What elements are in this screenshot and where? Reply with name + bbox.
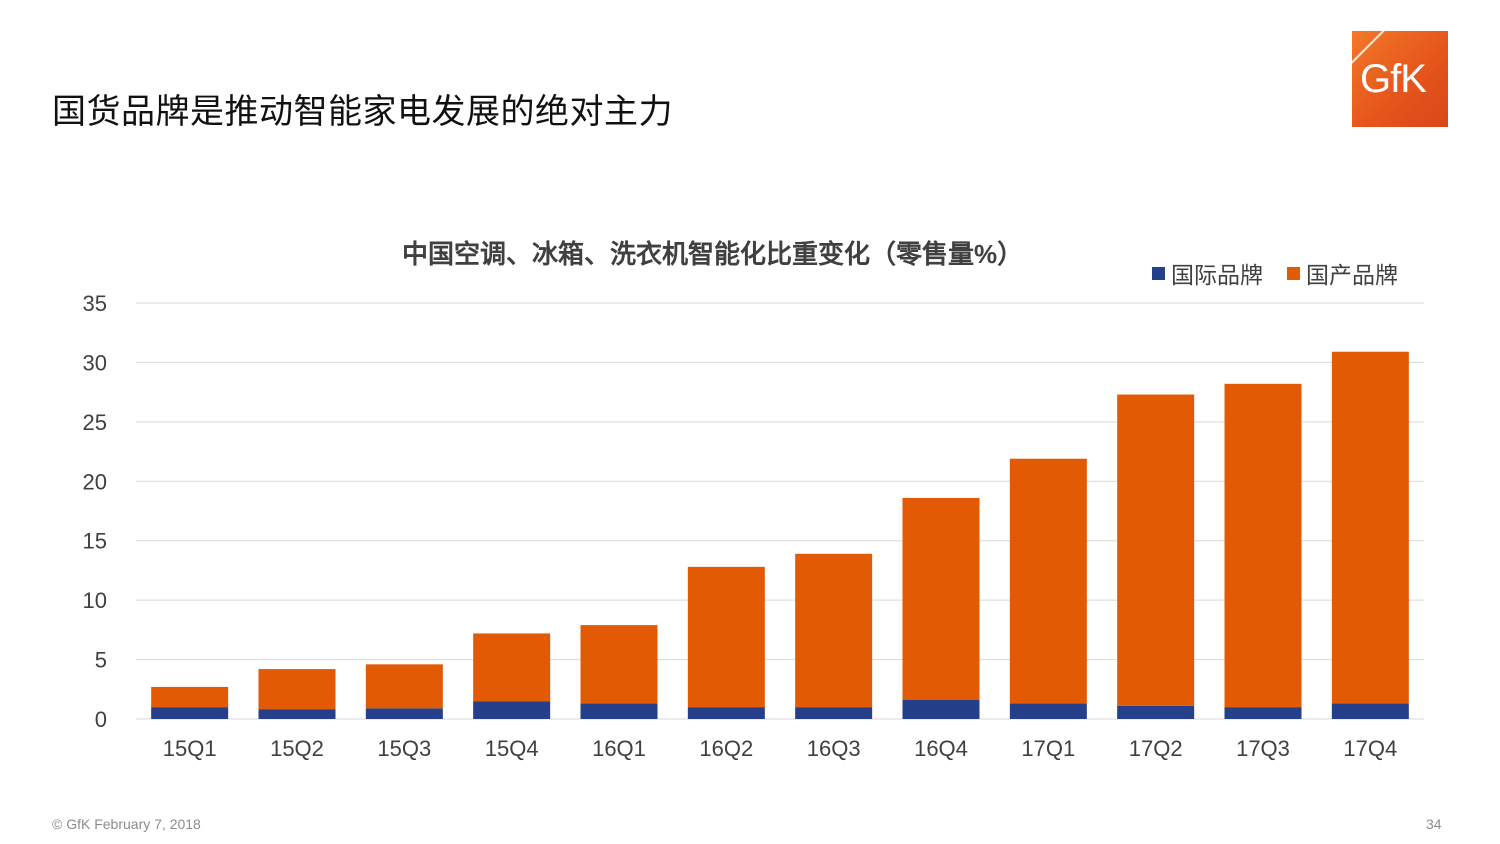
y-tick-label: 5 [95,648,107,673]
x-tick-label: 16Q4 [914,736,968,761]
bar-international [1009,703,1087,719]
bar-domestic [902,497,980,700]
y-tick-label: 15 [83,529,107,554]
bar-domestic [365,664,443,709]
legend-swatch-domestic [1287,266,1300,280]
slide-title: 国货品牌是推动智能家电发展的绝对主力 [52,93,673,131]
y-tick-label: 20 [83,469,107,494]
bar-domestic [687,566,765,708]
legend-label-domestic: 国产品牌 [1306,262,1398,288]
bar-international [1224,707,1302,719]
x-tick-label: 15Q2 [270,736,324,761]
bar-international [580,703,658,719]
bar-international [365,708,443,719]
bar-domestic [1117,394,1195,706]
gfk-logo: GfK [1352,31,1448,127]
y-tick-label: 30 [83,350,107,375]
y-tick-label: 35 [83,291,107,316]
legend-swatch-international [1152,266,1165,280]
logo-text: GfK [1360,57,1427,101]
chart-title: 中国空调、冰箱、洗衣机智能化比重变化（零售量%） [402,239,1024,269]
chart-legend: 国际品牌 国产品牌 [1152,256,1398,290]
bar-domestic [151,686,229,708]
x-tick-label: 16Q3 [807,736,861,761]
x-tick-label: 17Q2 [1129,736,1183,761]
x-tick-label: 15Q3 [377,736,431,761]
x-tick-label: 15Q4 [485,736,539,761]
legend-item-domestic: 国产品牌 [1287,256,1398,290]
y-tick-label: 0 [95,707,107,732]
bar-domestic [1009,458,1087,704]
x-tick-label: 16Q1 [592,736,646,761]
bar-domestic [580,625,658,704]
footer-copyright: © GfK February 7, 2018 [52,816,201,832]
bar-international [902,699,980,719]
x-tick-label: 15Q1 [163,736,217,761]
x-tick-label: 17Q1 [1021,736,1075,761]
legend-item-international: 国际品牌 [1152,256,1263,290]
bar-international [151,707,229,719]
bar-domestic [1331,351,1409,704]
bar-international [258,709,336,719]
page-number: 34 [1426,816,1442,832]
bar-international [795,707,873,719]
x-tick-label: 17Q3 [1236,736,1290,761]
y-tick-label: 25 [83,410,107,435]
bar-domestic [1224,383,1302,708]
x-tick-label: 17Q4 [1343,736,1397,761]
bar-domestic [473,633,551,702]
bar-international [473,701,551,719]
bar-domestic [258,669,336,710]
bar-domestic [795,553,873,708]
y-tick-label: 10 [83,588,107,613]
bar-international [1117,705,1195,719]
x-tick-label: 16Q2 [699,736,753,761]
legend-label-international: 国际品牌 [1171,262,1263,288]
bar-international [1331,703,1409,719]
bar-international [687,707,765,719]
